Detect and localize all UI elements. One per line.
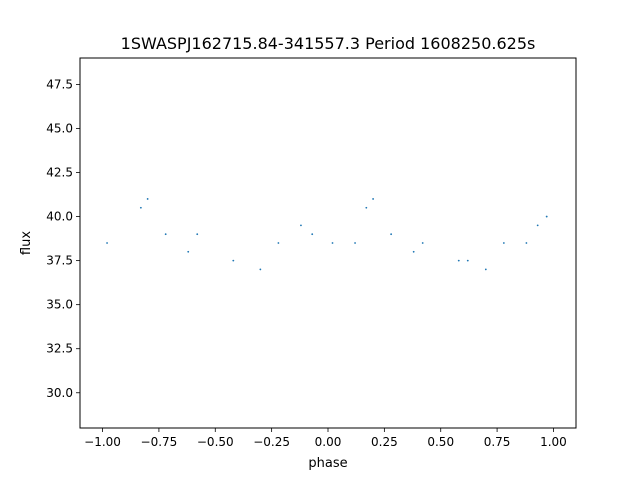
x-tick-label: 0.50	[427, 435, 454, 449]
chart-title: 1SWASPJ162715.84-341557.3 Period 1608250…	[121, 34, 536, 53]
x-tick-label: −0.25	[253, 435, 290, 449]
x-tick-label: −0.50	[197, 435, 234, 449]
data-point	[412, 250, 415, 253]
data-point	[390, 233, 393, 236]
data-point	[354, 242, 356, 244]
y-axis: 30.0 32.5 35.0 37.5 40.0 42.5 45.0 47.5	[46, 77, 80, 400]
data-point	[311, 233, 314, 236]
data-point	[536, 224, 539, 227]
data-point	[484, 268, 487, 271]
x-tick-label: 0.75	[484, 435, 511, 449]
data-point	[502, 242, 505, 244]
y-tick-label: 37.5	[46, 254, 73, 268]
y-tick-label: 47.5	[46, 77, 73, 91]
x-axis: −1.00 −0.75 −0.50 −0.25 0.00 0.25 0.50 0.75 1.00	[84, 428, 567, 449]
data-point	[196, 233, 199, 236]
data-point	[139, 206, 142, 209]
x-tick-label: 0.25	[371, 435, 398, 449]
data-point	[164, 233, 167, 236]
plot-area	[79, 57, 577, 429]
x-tick-label: −1.00	[84, 435, 121, 449]
data-point	[372, 198, 374, 200]
data-point	[300, 224, 302, 227]
y-tick-label: 40.0	[46, 210, 73, 224]
data-point	[545, 215, 548, 218]
y-tick-label: 42.5	[46, 166, 73, 180]
data-point	[187, 250, 190, 253]
data-point	[525, 242, 528, 244]
data-point	[106, 242, 108, 244]
data-point	[146, 198, 149, 200]
y-tick-label: 35.0	[46, 298, 73, 312]
data-point	[232, 259, 235, 262]
x-tick-label: 0.00	[315, 435, 342, 449]
data-point	[421, 242, 424, 244]
data-point	[331, 242, 334, 244]
data-point	[457, 259, 460, 262]
data-points	[106, 198, 548, 271]
data-point	[365, 206, 368, 209]
y-axis-label: flux	[19, 231, 34, 255]
y-tick-label: 30.0	[46, 386, 73, 400]
y-tick-label: 32.5	[46, 342, 73, 356]
data-point	[259, 268, 262, 271]
x-axis-label: phase	[308, 456, 347, 471]
x-tick-label: 1.00	[540, 435, 567, 449]
x-tick-label: −0.75	[141, 435, 178, 449]
data-point	[466, 259, 469, 262]
y-tick-label: 45.0	[46, 121, 73, 135]
data-point	[277, 242, 280, 244]
